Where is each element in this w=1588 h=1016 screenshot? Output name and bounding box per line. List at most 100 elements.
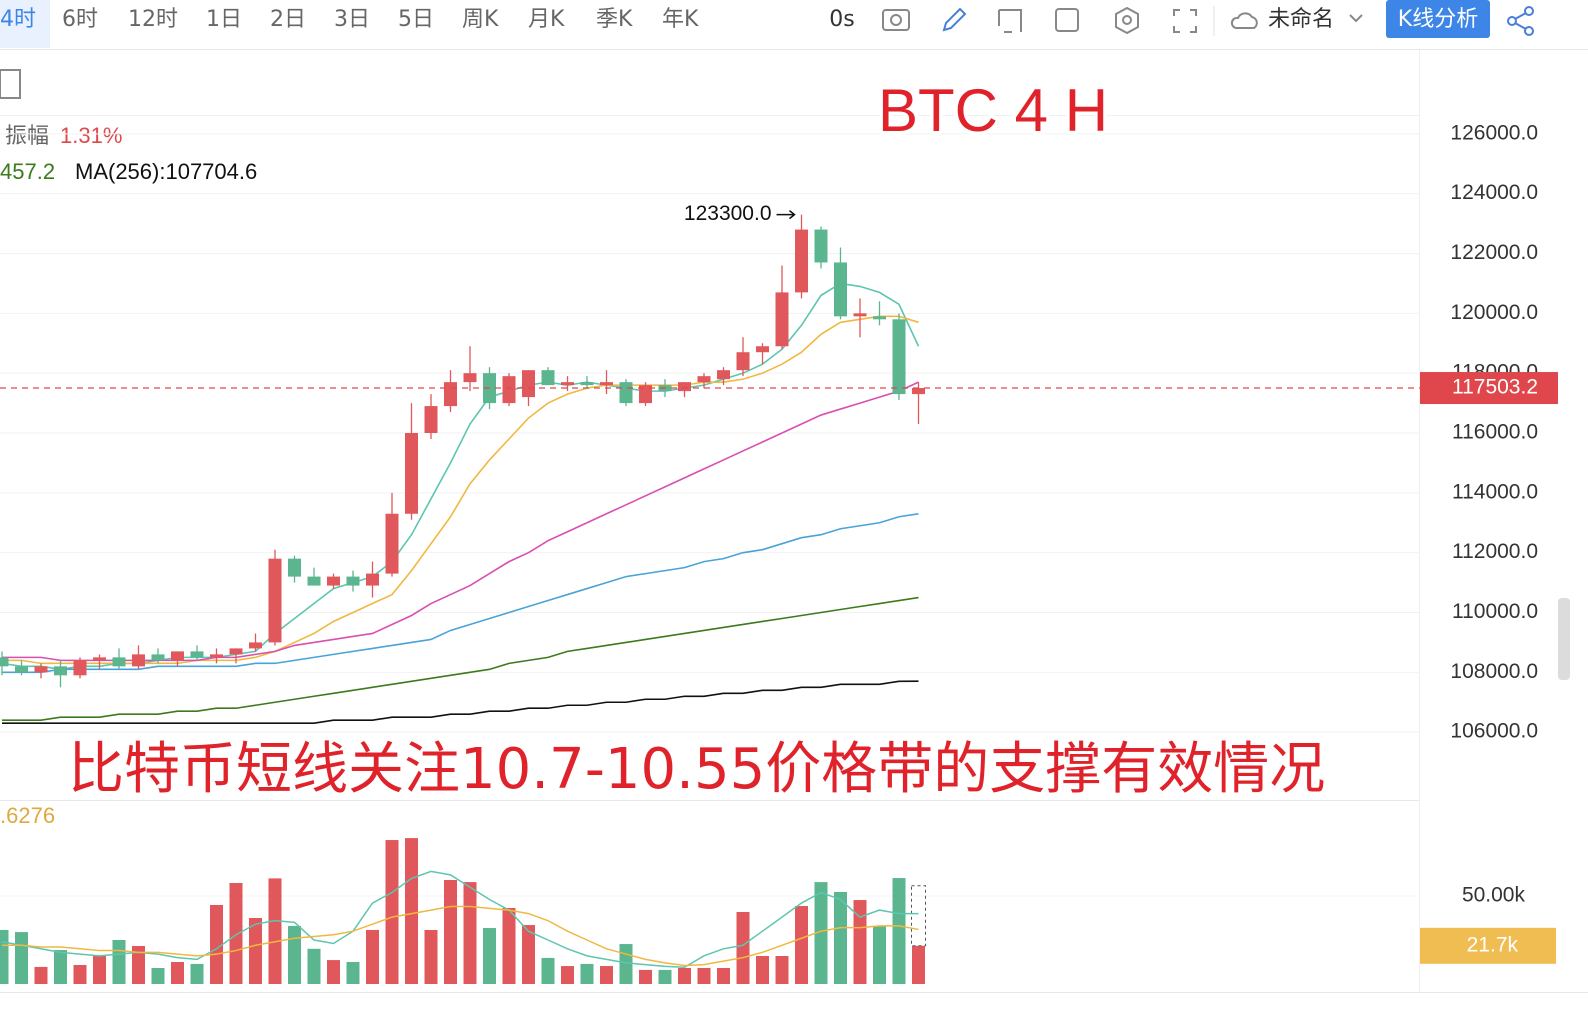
ma-line <box>2 381 919 662</box>
volume-bar <box>892 878 906 984</box>
candle-body <box>366 573 379 586</box>
share-node <box>1507 16 1517 26</box>
period-tab[interactable]: 年K <box>662 7 699 32</box>
volume-bar <box>600 966 613 984</box>
y-tick-label: 50.00k <box>1462 884 1526 907</box>
candle-body <box>697 376 711 383</box>
volume-bar <box>288 925 301 984</box>
volume-bar <box>34 966 48 984</box>
candle-body <box>912 388 925 395</box>
cloud-icon[interactable] <box>1230 12 1258 29</box>
volume-bar <box>775 956 789 984</box>
volume-bar <box>541 957 555 984</box>
y-tick-label: 114000.0 <box>1452 480 1538 503</box>
volume-bar <box>0 929 9 984</box>
period-tab[interactable]: 2日 <box>270 7 306 32</box>
last-volume-label: 21.7k <box>1467 933 1519 956</box>
ma-value: 457.2 <box>0 159 55 184</box>
volume-bar <box>366 929 379 984</box>
candle-body <box>15 666 28 673</box>
candle-body <box>73 660 87 676</box>
settings-center <box>1122 15 1132 25</box>
period-tab[interactable]: 季K <box>596 7 633 32</box>
candle-body <box>249 642 262 649</box>
volume-bar <box>561 966 574 984</box>
candle-body <box>678 382 691 392</box>
volume-bar <box>424 929 438 984</box>
volume-bar <box>522 925 535 984</box>
volume-bar <box>463 882 477 984</box>
volume-bar <box>853 900 867 984</box>
dropdown-chevron[interactable] <box>1349 14 1363 23</box>
candle-body <box>756 346 769 353</box>
candle-body <box>268 558 282 643</box>
candle-body <box>541 370 555 386</box>
amplitude-value: 1.31% <box>60 123 122 148</box>
y-tick-label: 116000.0 <box>1452 421 1538 444</box>
fullscreen-icon[interactable] <box>1173 9 1197 33</box>
y-tick-label: 112000.0 <box>1452 540 1538 563</box>
amplitude-label: 振幅 <box>5 123 49 148</box>
y-tick-label: 120000.0 <box>1450 301 1538 324</box>
settings-icon[interactable] <box>1115 6 1139 35</box>
period-tab[interactable]: 12时 <box>128 7 178 32</box>
candle-body <box>736 352 750 371</box>
volume-bar <box>814 882 828 984</box>
candle-body <box>600 382 613 386</box>
period-tab[interactable]: 5日 <box>398 7 434 32</box>
period-tab[interactable]: 月K <box>528 7 565 32</box>
volume-bar <box>580 963 594 984</box>
layout-name[interactable]: 未命名 <box>1268 7 1334 32</box>
camera-icon[interactable] <box>882 9 910 31</box>
period-tab[interactable]: 3日 <box>334 7 370 32</box>
indicator-icon[interactable] <box>1055 8 1079 32</box>
volume-ma-line <box>2 905 919 967</box>
y-tick-label: 106000.0 <box>1450 720 1538 743</box>
period-tab[interactable]: 1日 <box>206 7 242 32</box>
volume-bar <box>483 928 496 984</box>
panel-icon <box>0 69 21 99</box>
volume-bar <box>736 912 750 984</box>
candle-body <box>444 382 457 407</box>
candle-body <box>327 576 340 586</box>
active-tab-bg <box>0 0 50 48</box>
last-volume-tag <box>1420 927 1556 964</box>
ma-line <box>2 596 919 721</box>
volume-bar <box>658 969 672 984</box>
candle-body <box>54 666 67 676</box>
period-tab[interactable]: 4时 <box>0 7 36 32</box>
candle-body <box>717 370 730 380</box>
scroll-handle[interactable] <box>1558 598 1570 680</box>
draw-icon[interactable] <box>942 7 967 32</box>
period-tab[interactable]: 6时 <box>62 7 98 32</box>
analysis-button-bg[interactable] <box>1386 0 1490 38</box>
volume-bar <box>112 940 126 984</box>
volume-bar <box>132 945 145 984</box>
candle-body <box>795 229 808 293</box>
candle-body <box>151 654 165 661</box>
candle-body <box>892 319 906 395</box>
volume-bar <box>717 967 730 984</box>
analysis-button[interactable]: K线分析 <box>1398 7 1478 32</box>
volume-bar <box>73 964 87 984</box>
candle-body <box>639 385 652 404</box>
period-tab[interactable]: 周K <box>462 7 499 32</box>
candle-body <box>171 651 184 661</box>
ma-line <box>2 680 919 724</box>
share-icon[interactable] <box>1514 12 1527 30</box>
volume-bar <box>15 932 28 984</box>
candle-body <box>288 558 301 577</box>
frame-icon[interactable] <box>998 9 1022 33</box>
candle-body <box>873 316 886 320</box>
live-bar-outline <box>911 885 926 947</box>
volume-bar <box>93 954 106 984</box>
volume-bar <box>249 918 262 984</box>
volume-bar <box>210 904 223 984</box>
share-node <box>1524 26 1534 36</box>
candle-body <box>346 576 360 586</box>
candle-body <box>34 666 48 673</box>
candle-body <box>814 229 828 263</box>
overlay: 117503.2 21.7k <box>0 372 1558 964</box>
volume-bar <box>697 967 711 984</box>
